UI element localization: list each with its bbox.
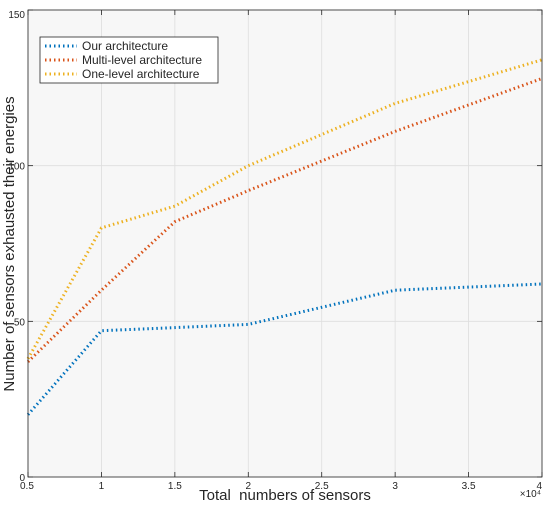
y-axis-label: Number of sensors exhausted their energi… xyxy=(1,96,18,391)
legend-label: Multi-level architecture xyxy=(82,53,202,67)
legend-label: Our architecture xyxy=(82,39,168,53)
x-tick-label: 1 xyxy=(99,481,105,492)
x-tick-label: 3.5 xyxy=(462,481,476,492)
x-tick-label: 3 xyxy=(392,481,398,492)
y-tick-label: 150 xyxy=(8,10,25,21)
x-axis-label: Total numbers of sensors xyxy=(199,487,371,504)
x-multiplier-label: ×10⁴ xyxy=(520,489,541,500)
legend-label: One-level architecture xyxy=(82,67,200,81)
x-tick-label: 1.5 xyxy=(168,481,182,492)
y-tick-label: 0 xyxy=(19,473,25,484)
